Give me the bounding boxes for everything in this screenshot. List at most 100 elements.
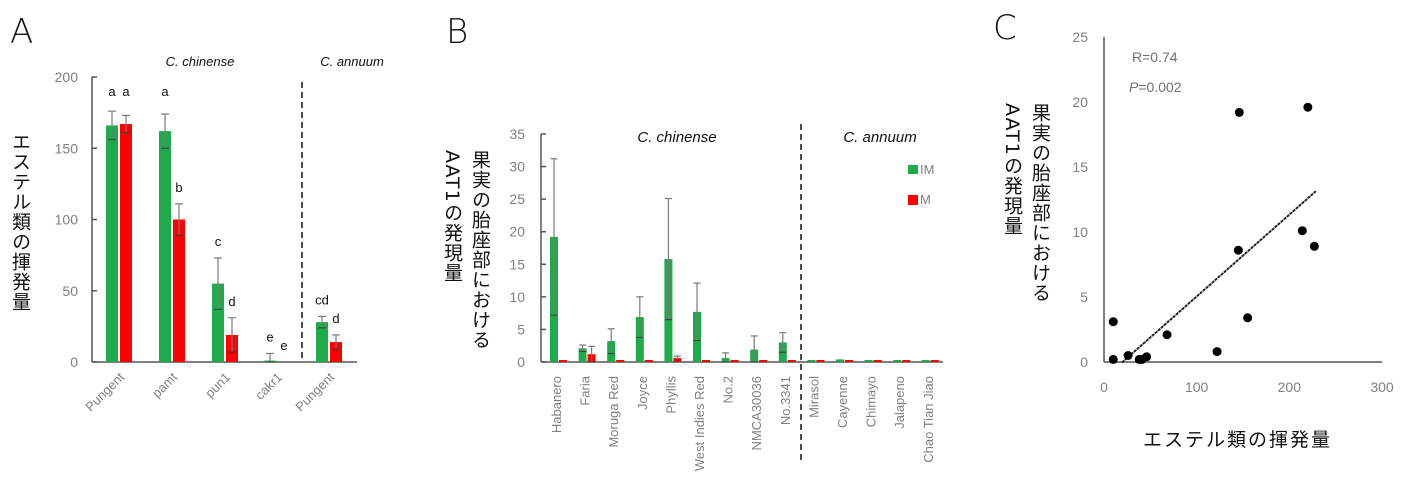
significance-letter: d bbox=[332, 311, 339, 326]
scatter-point bbox=[1162, 330, 1172, 340]
panel-b: B 果実の胎座部における AAT1の発現量 0 5 10 15 20 25 30 35 Haba… bbox=[441, 12, 943, 471]
significance-letter: d bbox=[228, 294, 235, 309]
bar-m bbox=[559, 360, 567, 362]
y-tick-label: 0 bbox=[517, 354, 525, 370]
bar-im bbox=[316, 322, 328, 362]
x-category-label: Jalapeno bbox=[892, 376, 907, 429]
bar-im bbox=[893, 360, 902, 362]
scatter-point bbox=[1212, 347, 1222, 357]
bar-m bbox=[644, 360, 653, 362]
trend-line bbox=[1121, 190, 1317, 363]
scatter-point bbox=[1233, 245, 1243, 255]
scatter-point bbox=[1243, 313, 1253, 323]
x-category-label: Chao Tian Jiao bbox=[921, 376, 936, 463]
x-tick-label: 200 bbox=[1278, 379, 1302, 395]
y-tick-label: 5 bbox=[517, 321, 525, 337]
correlation-r: R=0.74 bbox=[1132, 49, 1178, 65]
significance-letter: a bbox=[161, 84, 169, 99]
panel-c-y-axis-label-line2: AAT1の発現量 bbox=[1001, 103, 1023, 236]
bar-im bbox=[635, 317, 644, 362]
y-tick-label: 15 bbox=[509, 256, 525, 272]
bar-im bbox=[212, 283, 224, 362]
bar-m bbox=[173, 219, 185, 362]
significance-letter: e bbox=[266, 329, 273, 344]
bar-m bbox=[702, 360, 710, 362]
group-label-c-chinense: C. chinense bbox=[166, 54, 235, 69]
x-category-label: Cayenne bbox=[835, 376, 850, 428]
x-category-label: Phyllis bbox=[663, 376, 678, 414]
scatter-point bbox=[1142, 352, 1152, 362]
bar-m bbox=[330, 342, 342, 362]
x-category-label: Chimayo bbox=[864, 376, 879, 427]
panel-b-bar-chart: 0 5 10 15 20 25 30 35 Habanero Faria Moruga Red Joy… bbox=[509, 124, 943, 471]
scatter-point bbox=[1123, 351, 1133, 360]
x-category-label: Mirasol bbox=[806, 376, 821, 418]
panel-a-letter: A bbox=[10, 12, 34, 52]
x-category-label: NMCA30036 bbox=[749, 376, 764, 450]
legend-label-im: IM bbox=[920, 162, 934, 177]
p-value: P=0.002 bbox=[1129, 79, 1182, 95]
scatter-point bbox=[1234, 107, 1244, 117]
bar-m bbox=[616, 360, 625, 362]
panel-b-y-axis-label-line1: 果実の胎座部における bbox=[469, 150, 491, 350]
x-category-label: West Indies Red bbox=[692, 376, 707, 471]
bar-im bbox=[836, 359, 844, 362]
y-tick-label: 10 bbox=[1072, 224, 1088, 240]
legend-swatch-im bbox=[908, 165, 918, 174]
significance-letter: a bbox=[108, 84, 116, 99]
legend-swatch-m bbox=[908, 195, 918, 205]
y-tick-label: 20 bbox=[509, 224, 525, 240]
bar-m bbox=[902, 360, 911, 362]
legend-label-m: M bbox=[920, 192, 931, 207]
scatter-point bbox=[1303, 102, 1313, 112]
bar-m bbox=[845, 360, 853, 362]
significance-letter: c bbox=[215, 234, 222, 249]
bar-m bbox=[730, 360, 739, 362]
x-category-label: Habanero bbox=[549, 376, 564, 433]
y-tick-label: 10 bbox=[509, 289, 525, 305]
y-tick-label: 25 bbox=[1072, 29, 1088, 45]
bar-im bbox=[864, 360, 873, 362]
scatter-point bbox=[1108, 354, 1118, 364]
bar-m bbox=[873, 360, 882, 362]
bar-m bbox=[120, 124, 132, 363]
bar-im bbox=[578, 348, 587, 362]
x-category-label: No.3341 bbox=[778, 376, 793, 425]
panel-b-letter: B bbox=[446, 12, 469, 52]
bar-im bbox=[106, 125, 118, 362]
significance-letter: e bbox=[280, 338, 287, 353]
y-tick-label: 20 bbox=[1072, 94, 1088, 110]
y-tick-label: 0 bbox=[70, 354, 78, 370]
bar-im bbox=[807, 360, 816, 362]
y-tick-label: 50 bbox=[62, 283, 78, 299]
y-tick-label: 200 bbox=[55, 69, 79, 85]
x-tick-label: 300 bbox=[1370, 379, 1394, 395]
bar-m bbox=[759, 360, 768, 362]
significance-letter: cd bbox=[315, 292, 329, 307]
y-tick-label: 25 bbox=[509, 191, 525, 207]
bar-im bbox=[921, 360, 930, 362]
y-tick-label: 35 bbox=[509, 126, 525, 142]
panel-c-letter: C bbox=[993, 8, 1017, 48]
x-category-label: Moruga Red bbox=[606, 376, 621, 448]
scatter-point bbox=[1108, 317, 1118, 327]
x-category-label: Faria bbox=[578, 375, 593, 405]
panel-c-y-axis-label-line1: 果実の胎座部における bbox=[1029, 103, 1051, 303]
significance-letter: a bbox=[122, 84, 130, 99]
bar-m bbox=[816, 360, 825, 362]
significance-letter: b bbox=[175, 180, 182, 195]
bar-m bbox=[787, 360, 796, 362]
y-tick-label: 30 bbox=[509, 159, 525, 175]
y-tick-label: 100 bbox=[55, 212, 79, 228]
x-tick-label: 0 bbox=[1100, 379, 1108, 395]
y-tick-label: 15 bbox=[1072, 159, 1088, 175]
panel-b-y-axis-label-line2: AAT1の発現量 bbox=[441, 150, 463, 283]
y-tick-label: 0 bbox=[1080, 354, 1088, 370]
bar-m bbox=[930, 360, 939, 362]
y-tick-label: 150 bbox=[55, 140, 79, 156]
panel-c-x-axis-label: エステル類の揮発量 bbox=[1143, 429, 1333, 451]
panel-a-y-axis-label: エステル類の揮発量 bbox=[9, 132, 31, 312]
